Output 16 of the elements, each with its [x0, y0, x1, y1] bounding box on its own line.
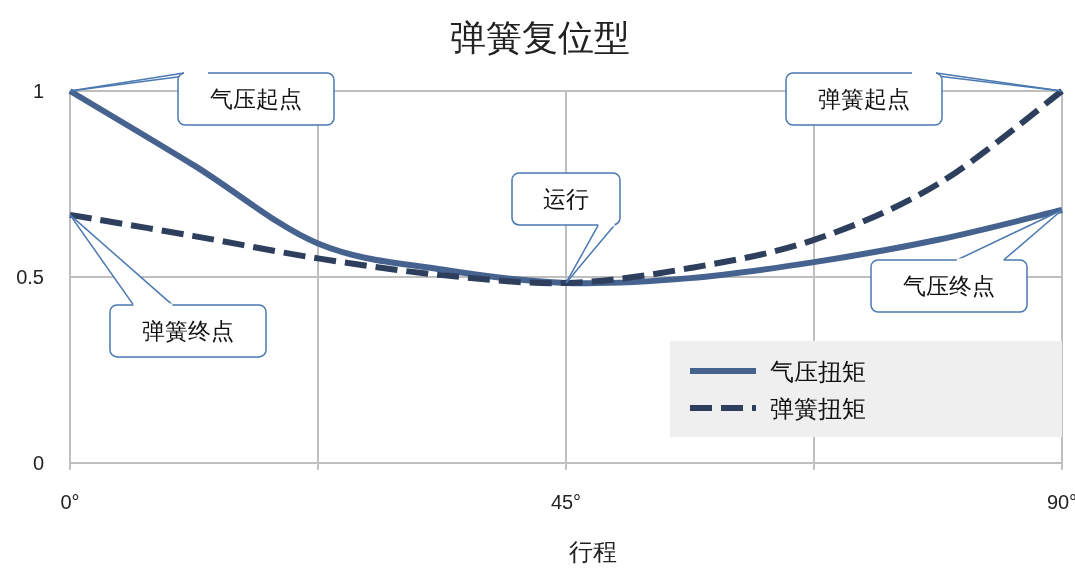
chart-title: 弹簧复位型 [449, 17, 630, 58]
annotation: 弹簧终点 [142, 317, 234, 344]
x-tick-label: 45° [550, 491, 582, 513]
legend-label: 气压扭矩 [770, 358, 866, 385]
annotation: 运行 [543, 185, 589, 212]
annotation: 气压起点 [210, 86, 302, 112]
x-tick-label: 0° [60, 491, 80, 513]
annotation: 气压终点 [903, 273, 995, 300]
annotation: 弹簧起点 [785, 71, 1063, 126]
legend-label: 弹簧扭矩 [770, 395, 866, 422]
annotation: 弹簧起点 [818, 86, 910, 112]
annotation: 气压起点 [69, 71, 335, 126]
y-tick-label: 1 [32, 80, 44, 102]
y-tick-label: 0.5 [16, 266, 44, 288]
x-axis-title: 行程 [568, 538, 617, 565]
y-tick-label: 0 [32, 452, 44, 474]
